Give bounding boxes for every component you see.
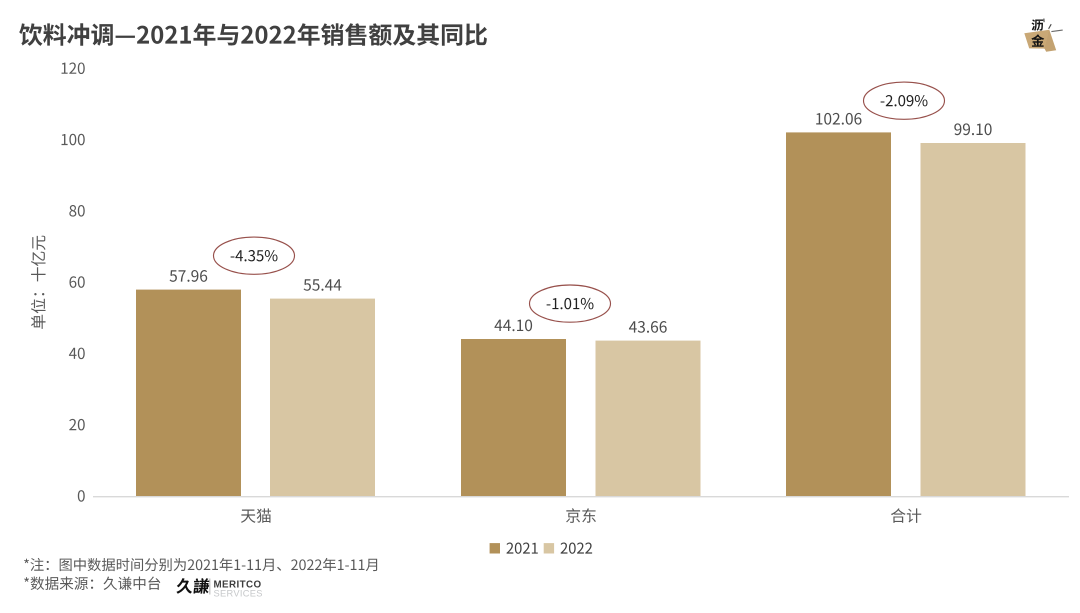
svg-text:MERITCO: MERITCO [214,579,262,590]
svg-text:SERVICES: SERVICES [214,588,263,598]
